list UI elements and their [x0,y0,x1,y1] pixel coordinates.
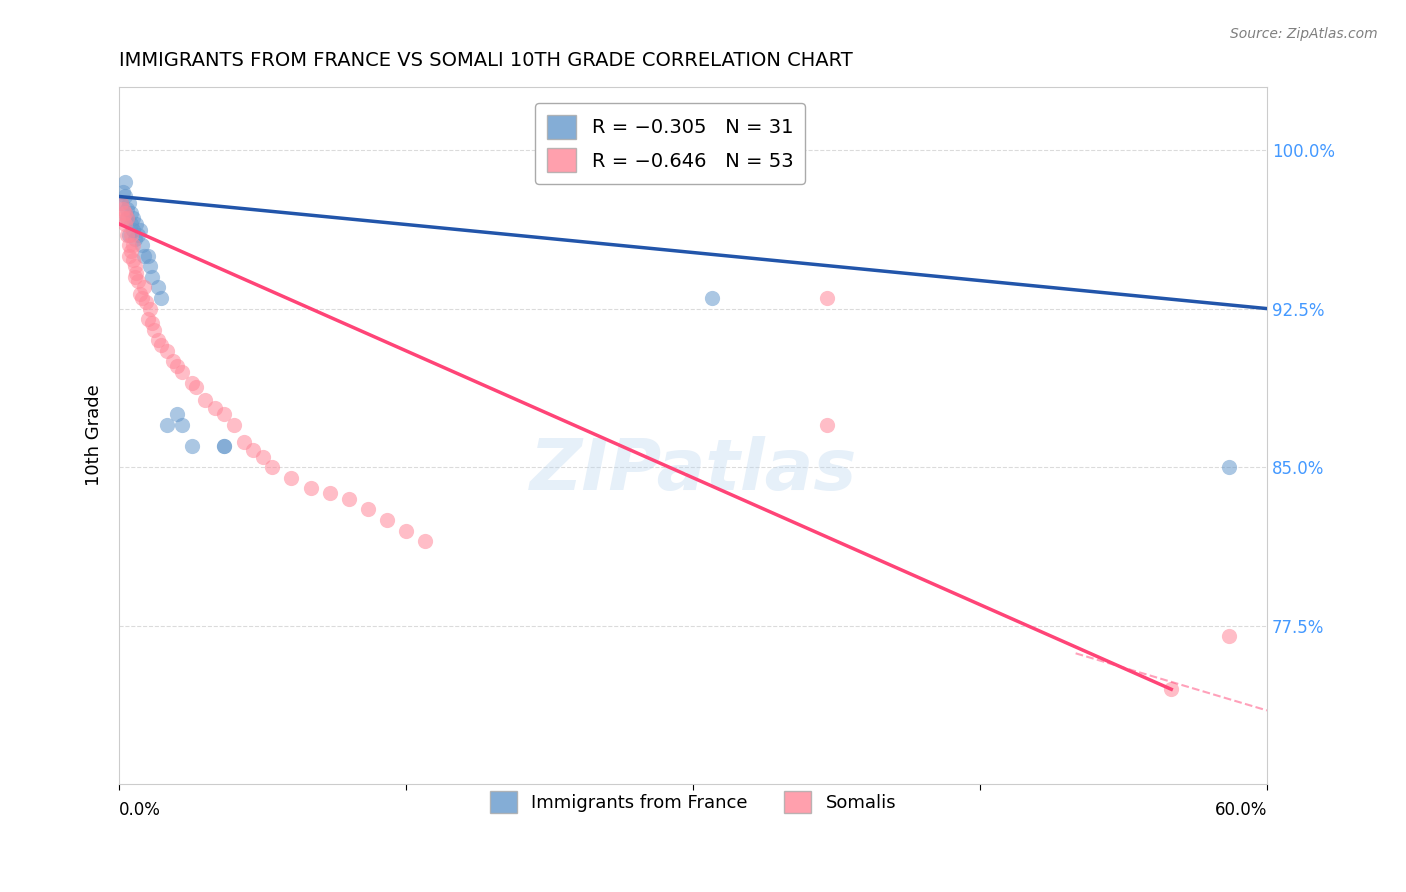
Text: 0.0%: 0.0% [120,801,162,820]
Point [375,513,398,527]
Point [118,227,141,242]
Text: IMMIGRANTS FROM FRANCE VS SOMALI 10TH GRADE CORRELATION CHART: IMMIGRANTS FROM FRANCE VS SOMALI 10TH GR… [120,51,853,70]
Point [114,189,136,203]
Point [194,392,217,407]
Point [135,295,157,310]
Point [136,249,159,263]
Point [214,407,236,421]
Point [115,227,138,242]
Point [120,217,142,231]
Point [118,249,141,263]
Point [139,260,162,274]
Point [156,343,179,358]
Point [131,291,153,305]
Point [125,217,148,231]
Point [141,269,163,284]
Point [114,175,136,189]
Point [252,450,274,464]
Point [131,238,153,252]
Point [702,291,724,305]
Point [125,266,148,280]
Text: ZIPatlas: ZIPatlas [530,436,856,505]
Point [1218,629,1240,643]
Point [142,323,165,337]
Point [1218,460,1240,475]
Point [413,534,436,549]
Point [127,274,149,288]
Point [214,439,236,453]
Point [280,471,302,485]
Point [318,485,340,500]
Point [262,460,284,475]
Legend: Immigrants from France, Somalis: Immigrants from France, Somalis [479,780,907,824]
Point [156,417,179,432]
Point [115,211,138,225]
Point [120,244,142,259]
Point [139,301,162,316]
Point [337,491,360,506]
Point [181,376,204,390]
Point [136,312,159,326]
Point [357,502,380,516]
Point [129,223,152,237]
Point [184,380,207,394]
Point [134,249,156,263]
Point [146,280,169,294]
Point [110,195,132,210]
Point [242,443,264,458]
Text: Source: ZipAtlas.com: Source: ZipAtlas.com [1230,27,1378,41]
Point [162,354,184,368]
Point [181,439,204,453]
Point [114,217,136,231]
Point [127,227,149,242]
Point [124,260,146,274]
Point [214,439,236,453]
Point [112,186,135,200]
Point [150,337,173,351]
Point [114,206,136,220]
Text: 60.0%: 60.0% [1215,801,1267,820]
Point [121,238,143,252]
Point [232,434,254,449]
Point [150,291,173,305]
Point [166,407,188,421]
Point [121,252,143,267]
Point [110,195,132,210]
Point [172,365,194,379]
Point [815,291,838,305]
Point [299,481,322,495]
Point [204,401,226,415]
Point [118,238,141,252]
Point [129,286,152,301]
Point [166,359,188,373]
Point [112,211,135,225]
Point [222,417,245,432]
Point [395,524,418,538]
Point [112,202,135,217]
Point [815,417,838,432]
Point [120,227,142,242]
Point [115,202,138,217]
Point [172,417,194,432]
Point [124,232,146,246]
Point [124,269,146,284]
Point [121,211,143,225]
Point [120,206,142,220]
Point [115,211,138,225]
Point [121,223,143,237]
Point [118,195,141,210]
Point [134,280,156,294]
Point [141,317,163,331]
Point [146,334,169,348]
Y-axis label: 10th Grade: 10th Grade [86,384,103,486]
Point [1160,682,1182,697]
